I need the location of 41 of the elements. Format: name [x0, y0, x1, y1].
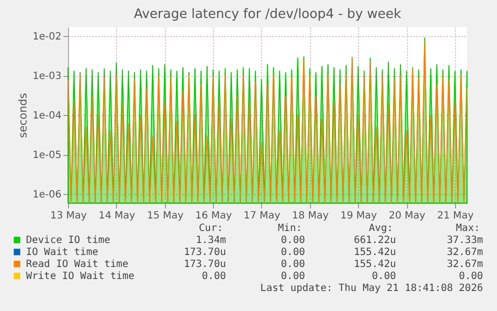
text: Avg:: [368, 223, 393, 234]
text: 32.67m: [446, 247, 483, 258]
legend-label: IO Wait time: [26, 247, 98, 258]
text: 155.42u: [354, 259, 396, 270]
chart-title: Average latency for /dev/loop4 - by week: [134, 7, 402, 22]
text: 155.42u: [354, 247, 396, 258]
text: 0.00: [280, 259, 305, 270]
y-tick-label: 1e-06: [32, 190, 62, 201]
y-axis-title: seconds: [16, 92, 30, 138]
text: 0.00: [372, 271, 396, 282]
text: Min:: [278, 223, 302, 234]
x-tick-label: 16 May: [195, 210, 232, 222]
x-tick-label: 18 May: [292, 210, 329, 222]
legend-label: Read IO Wait time: [26, 259, 128, 270]
x-tick-label: 13 May: [50, 210, 87, 222]
text: 0.00: [458, 271, 483, 282]
x-tick-label: 14 May: [98, 210, 136, 222]
legend-label: Write IO Wait time: [26, 271, 134, 282]
text: 37.33m: [446, 235, 483, 246]
text: 0.00: [280, 271, 305, 282]
text: 32.67m: [446, 259, 483, 270]
y-tick-label: 1e-02: [32, 32, 62, 43]
text: 0.00: [202, 271, 226, 282]
x-tick-label: 19 May: [340, 210, 378, 222]
x-tick-label: 15 May: [146, 210, 184, 222]
x-tick-label: 21 May: [437, 210, 474, 222]
text: 1.34m: [196, 235, 226, 246]
legend-label: Device IO time: [26, 235, 110, 246]
text: Max:: [456, 223, 480, 234]
text: 0.00: [280, 247, 305, 258]
text: 173.70u: [184, 259, 226, 270]
x-tick-label: 17 May: [244, 210, 280, 222]
text: Last update: Thu May 21 18:41:08 2026: [260, 283, 483, 294]
y-tick-label: 1e-03: [32, 71, 62, 82]
text: 0.00: [280, 235, 305, 246]
text: Cur:: [198, 223, 223, 234]
y-tick-label: 1e-05: [32, 150, 62, 162]
text: 661.22u: [354, 235, 396, 246]
text: 173.70u: [184, 247, 226, 258]
x-tick-label: 20 May: [388, 210, 426, 222]
y-tick-label: 1e-04: [32, 110, 62, 122]
